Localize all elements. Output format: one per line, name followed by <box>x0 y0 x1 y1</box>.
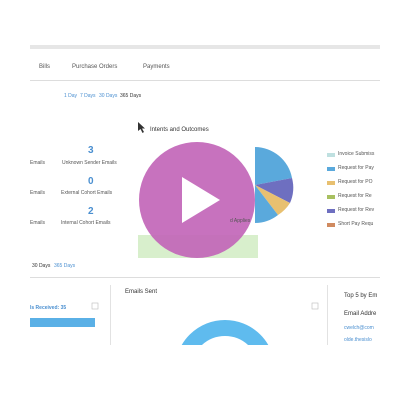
legend-swatch <box>327 167 335 171</box>
pie-slice <box>255 185 278 223</box>
divider <box>327 285 328 345</box>
legend-swatch <box>327 209 335 213</box>
range[interactable]: 365 Days <box>120 93 142 99</box>
icon <box>91 302 99 310</box>
screenshot: Bills Purchase Orders Payments 1 Day 7 D… <box>30 45 380 345</box>
divider <box>110 285 111 345</box>
pie-caption: d Applies <box>230 218 251 224</box>
panel-title: Top 5 by Em <box>344 293 378 299</box>
panel-title: Emails Sent <box>125 289 158 295</box>
donut <box>181 320 269 345</box>
cursor <box>138 122 145 133</box>
legend-swatch <box>327 153 335 157</box>
section-title: Intents and Outcomes <box>150 127 209 133</box>
stat-value: 2 <box>88 206 94 217</box>
column-header: Email Addre <box>344 311 377 317</box>
legend-label: Request for Rev <box>338 207 375 213</box>
play-icon <box>182 177 220 223</box>
range[interactable]: 30 Days <box>32 263 51 269</box>
stat-label: Internal Cohort Emails <box>61 220 111 226</box>
legend-label: Invoice Submiss <box>338 151 375 157</box>
stat-label: Emails <box>30 220 46 226</box>
range[interactable]: 1 Day <box>64 93 78 99</box>
pie-slice <box>255 185 290 215</box>
legend-swatch <box>327 223 335 227</box>
email-link[interactable]: cwelch@com <box>344 325 374 331</box>
stat-value: 3 <box>88 145 94 156</box>
icon <box>311 302 319 310</box>
legend-label: Short Pay Requ <box>338 221 374 227</box>
range[interactable]: 365 Days <box>54 263 76 269</box>
stat-label: Emails <box>30 160 46 166</box>
stat-label: Unknown Sender Emails <box>62 160 117 166</box>
tab[interactable]: Bills <box>39 64 51 70</box>
received-label: ls Received: 35 <box>30 305 67 311</box>
stat-label: External Cohort Emails <box>61 190 113 196</box>
divider <box>30 80 380 81</box>
pie-slice <box>255 178 294 203</box>
legend-label: Request for PO <box>338 179 373 185</box>
pie-slice <box>255 147 292 185</box>
range[interactable]: 7 Days <box>80 93 96 99</box>
top-bar <box>30 45 380 49</box>
range[interactable]: 30 Days <box>99 93 118 99</box>
email-link[interactable]: olde.thesislo <box>344 337 372 343</box>
legend-swatch <box>327 181 335 185</box>
bar <box>30 318 95 327</box>
legend-label: Request for Re <box>338 193 372 199</box>
legend-swatch <box>327 195 335 199</box>
stat-value: 0 <box>88 176 94 187</box>
divider <box>30 277 380 278</box>
tab[interactable]: Payments <box>143 64 170 70</box>
legend-label: Request for Pay <box>338 165 374 171</box>
stat-label: Emails <box>30 190 46 196</box>
tab[interactable]: Purchase Orders <box>72 64 118 70</box>
graphics <box>30 122 380 345</box>
